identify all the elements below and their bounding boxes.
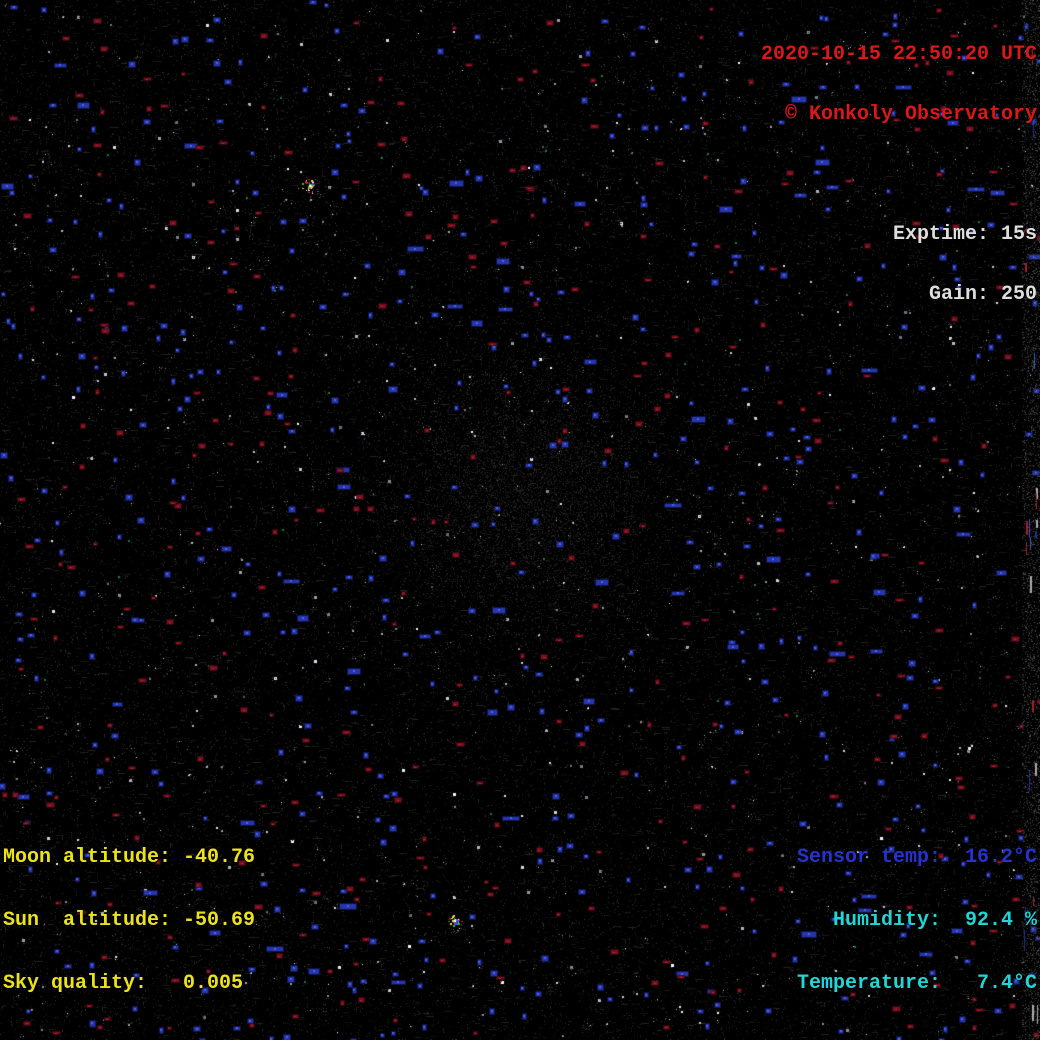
sky-quality-line: Sky quality: 0.005 (3, 972, 244, 995)
temperature-line: Temperature: 7.4°C (796, 972, 1037, 995)
humidity-line: Humidity: 92.4 % (832, 909, 1037, 932)
timestamp-text: 2020-10-15 22:50:20 UTC (760, 43, 1037, 66)
moon-altitude-line: Moon altitude: -40.76 (3, 846, 256, 869)
observatory-credit: © Konkoly Observatory (784, 103, 1037, 126)
astro-block: Moon altitude: -40.76 Sun altitude: -50.… (3, 805, 255, 1036)
sun-altitude-line: Sun altitude: -50.69 (3, 909, 256, 932)
header-block: 2020-10-15 22:50:20 UTC © Konkoly Observ… (761, 5, 1037, 345)
exptime-line: Exptime: 15s (892, 223, 1037, 246)
gain-line: Gain: 250 (928, 283, 1037, 306)
sensor-temp-line: Sensor temp: 16.2°C (796, 846, 1037, 869)
header-spacer (761, 165, 1037, 185)
environment-block: Sensor temp: 16.2°C Humidity: 92.4 % Tem… (797, 805, 1037, 1036)
